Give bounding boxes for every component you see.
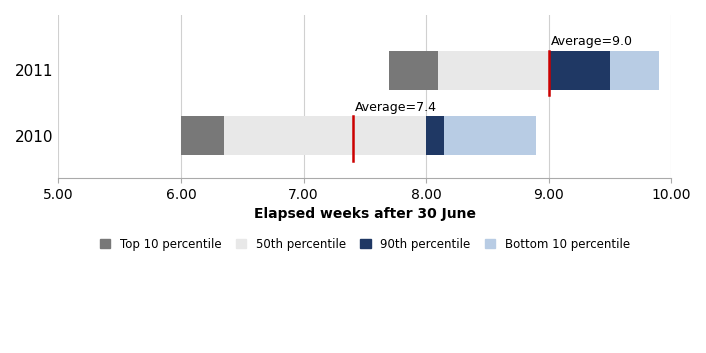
Legend: Top 10 percentile, 50th percentile, 90th percentile, Bottom 10 percentile: Top 10 percentile, 50th percentile, 90th… xyxy=(100,238,630,251)
Bar xyxy=(438,51,549,90)
Bar xyxy=(224,116,426,155)
Bar xyxy=(181,116,224,155)
X-axis label: Elapsed weeks after 30 June: Elapsed weeks after 30 June xyxy=(253,208,476,221)
Bar xyxy=(610,51,659,90)
Text: Average=9.0: Average=9.0 xyxy=(551,35,633,48)
Bar xyxy=(445,116,537,155)
Bar xyxy=(426,116,445,155)
Bar xyxy=(549,51,610,90)
Text: Average=7.4: Average=7.4 xyxy=(355,101,437,114)
Bar xyxy=(389,51,438,90)
